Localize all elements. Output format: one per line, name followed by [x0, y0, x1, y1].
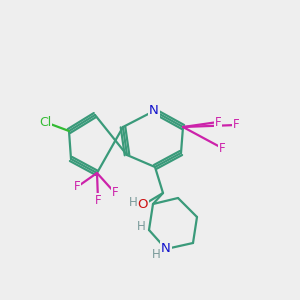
Text: H: H [129, 196, 137, 208]
Text: F: F [112, 187, 118, 200]
Text: O: O [138, 199, 148, 212]
Text: F: F [95, 194, 101, 206]
Text: F: F [219, 142, 225, 154]
Text: F: F [215, 116, 221, 128]
Text: Cl: Cl [39, 116, 51, 128]
Text: H: H [136, 220, 146, 232]
Text: N: N [161, 242, 171, 256]
Text: F: F [74, 181, 80, 194]
Text: F: F [233, 118, 239, 131]
Text: N: N [149, 104, 159, 118]
Text: H: H [152, 248, 160, 262]
